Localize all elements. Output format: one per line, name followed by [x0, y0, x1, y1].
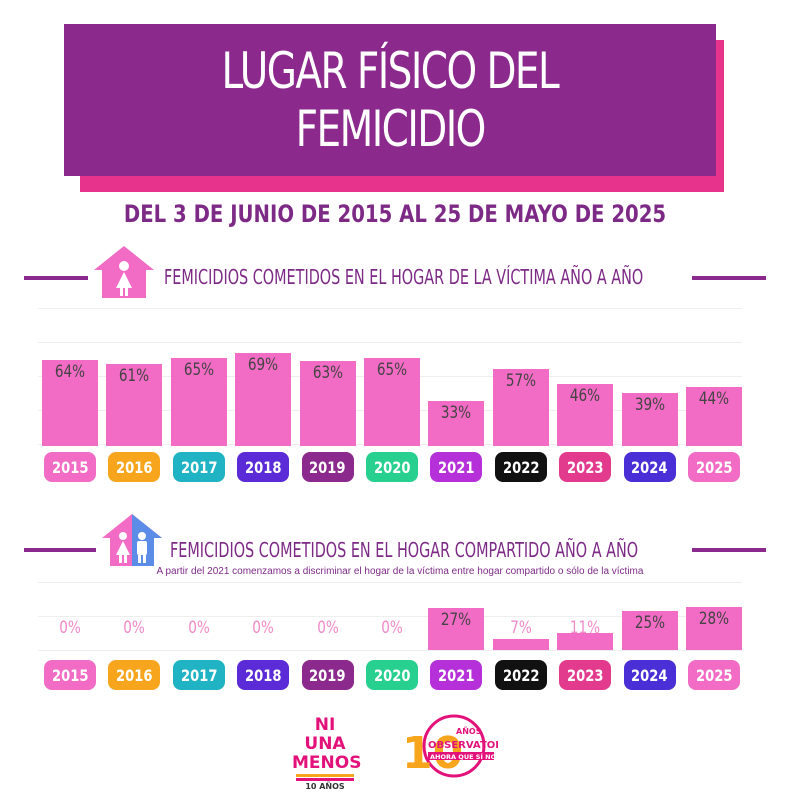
logo-obs-name: OBSERVATORIO [428, 740, 498, 751]
bar [492, 369, 549, 446]
house-woman-man-icon [102, 514, 162, 566]
year-tick-label: 2021 [430, 452, 483, 482]
section1-rule-left [24, 276, 88, 280]
logo-nium-line1: NI UNA [304, 715, 346, 754]
data-label: 69% [248, 354, 279, 375]
year-tick-label: 2021 [430, 660, 483, 690]
year-tick-label: 2022 [494, 452, 547, 482]
section2-rule-left [24, 548, 96, 552]
year-tick-label: 2016 [108, 452, 161, 482]
bar [235, 352, 292, 446]
logo-stripe-yellow [296, 774, 354, 777]
bar [621, 393, 678, 446]
year-tick-label: 2020 [366, 660, 418, 690]
data-label: 61% [119, 365, 150, 386]
data-label: 44% [698, 388, 730, 409]
house-woman-icon [94, 246, 154, 298]
year-tick-label: 2015 [44, 452, 96, 482]
title-line-2: FEMICIDIO [295, 100, 486, 158]
section2-rule-right [692, 548, 766, 552]
data-label: 0% [123, 618, 146, 638]
section2-title: FEMICIDIOS COMETIDOS EN EL HOGAR COMPART… [170, 538, 639, 562]
year-tick-label: 2024 [623, 660, 676, 690]
year-tick-label: 2016 [108, 660, 161, 690]
bar [364, 358, 420, 446]
data-label: 64% [54, 361, 86, 382]
bar [557, 383, 614, 446]
gridline [38, 308, 742, 309]
data-label: 0% [316, 618, 339, 638]
year-tick-label: 2023 [559, 660, 612, 690]
year-tick-label: 2025 [688, 660, 740, 690]
bar [492, 639, 549, 650]
year-tick-label: 2017 [172, 452, 225, 482]
bar [106, 363, 163, 446]
logo-stripe-pink [296, 778, 354, 781]
logo-obs-tagline: AHORA QUE SÍ NOS VEN [430, 752, 498, 761]
title-line-1: LUGAR FÍSICO DEL [221, 42, 560, 100]
year-tick-label: 2015 [44, 660, 96, 690]
data-label: 65% [376, 360, 408, 381]
gridline [38, 616, 742, 617]
gridline [38, 342, 742, 343]
year-tick-label: 2022 [494, 660, 547, 690]
gridline [38, 650, 742, 651]
logo-nium-tagline: 10 AÑOS [305, 782, 345, 791]
ni-una-menos-logo: NI UNA MENOS 10 AÑOS [292, 715, 362, 792]
bar [686, 606, 742, 650]
year-tick-label: 2024 [623, 452, 676, 482]
bar [621, 611, 678, 650]
bar [428, 401, 485, 446]
data-label: 27% [441, 610, 472, 631]
observatorio-logo: 10 AÑOS OBSERVATORIO AHORA QUE SÍ NOS VE… [402, 714, 498, 779]
year-tick-label: 2025 [688, 452, 740, 482]
data-label: 0% [187, 618, 210, 638]
date-range-subtitle: DEL 3 DE JUNIO DE 2015 AL 25 DE MAYO DE … [123, 200, 667, 228]
data-label: 11% [570, 618, 601, 638]
year-tick-label: 2017 [172, 660, 225, 690]
gridline [38, 582, 742, 583]
year-tick-label: 2019 [301, 452, 354, 482]
data-label: 7% [509, 618, 532, 638]
data-label: 0% [381, 618, 403, 638]
data-label: 0% [59, 618, 81, 638]
year-tick-label: 2018 [237, 452, 290, 482]
data-label: 46% [570, 385, 601, 406]
data-label: 28% [698, 608, 730, 629]
data-label: 57% [505, 371, 536, 392]
title-banner: LUGAR FÍSICO DEL FEMICIDIO [64, 24, 716, 176]
year-tick-label: 2023 [559, 452, 612, 482]
data-label: 39% [634, 395, 665, 416]
year-tick-label: 2020 [366, 452, 418, 482]
bar [299, 360, 356, 446]
section2-note: A partir del 2021 comenzamos a discrimin… [156, 566, 644, 577]
year-tick-label: 2019 [301, 660, 354, 690]
bar [557, 632, 614, 650]
bar [42, 359, 98, 446]
logo-nium-line2: MENOS [292, 753, 362, 773]
data-label: 65% [183, 360, 214, 381]
logo-obs-anos: AÑOS [456, 726, 482, 736]
data-label: 0% [252, 618, 274, 638]
data-label: 33% [441, 403, 472, 424]
bar [686, 386, 742, 446]
section1-title: FEMICIDIOS COMETIDOS EN EL HOGAR DE LA V… [164, 265, 644, 289]
year-tick-label: 2018 [237, 660, 290, 690]
bar [170, 358, 227, 446]
bar [428, 608, 485, 650]
data-label: 63% [312, 362, 343, 383]
data-label: 25% [634, 613, 665, 634]
section1-rule-right [692, 276, 766, 280]
